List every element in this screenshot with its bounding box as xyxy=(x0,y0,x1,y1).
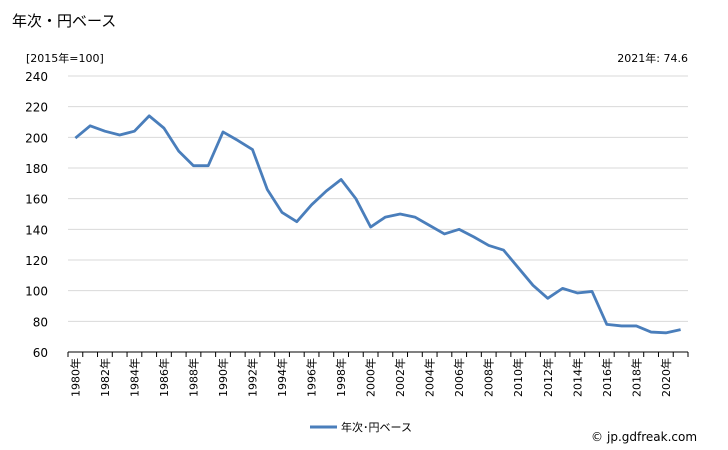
y-axis-ticks: 60 80 100 120 140 160 180 200 220 240 xyxy=(25,70,48,360)
site-credit-text: jp.gdfreak.com xyxy=(606,430,697,444)
x-tick-label: 1994年 xyxy=(275,358,289,397)
legend: 年次･円ベース xyxy=(310,420,412,434)
copyright-icon: © xyxy=(591,430,603,444)
x-tick-label: 1984年 xyxy=(127,358,141,397)
series-layer xyxy=(74,114,681,335)
x-tick-label: 2020年 xyxy=(659,358,673,397)
chart-title: 年次・円ベース xyxy=(12,12,116,30)
x-tick-label: 1992年 xyxy=(246,358,260,397)
x-tick-label: 1990年 xyxy=(216,358,230,397)
series-line xyxy=(74,114,681,335)
x-axis-ticks: 1980年 1982年 1984年 1986年 1988年 1990年 1992年 1994年… xyxy=(67,352,689,397)
x-tick-label: 2004年 xyxy=(423,358,437,397)
x-tick-label: 1988年 xyxy=(186,358,200,397)
x-tick-label: 2012年 xyxy=(541,358,555,397)
x-tick-label: 2016年 xyxy=(600,358,614,397)
x-tick-label: 1996年 xyxy=(305,358,319,397)
y-tick-label: 180 xyxy=(25,162,48,176)
y-tick-label: 100 xyxy=(25,285,48,299)
x-tick-label: 2006年 xyxy=(452,358,466,397)
y-tick-label: 160 xyxy=(25,193,48,207)
site-credit: © jp.gdfreak.com xyxy=(591,430,697,444)
x-tick-label: 1980年 xyxy=(68,358,82,397)
x-tick-label: 2000年 xyxy=(364,358,378,397)
legend-label: 年次･円ベース xyxy=(341,420,412,434)
x-tick-label: 2008年 xyxy=(482,358,496,397)
y-tick-label: 240 xyxy=(25,70,48,84)
y-tick-label: 140 xyxy=(25,223,48,237)
y-tick-label: 220 xyxy=(25,101,48,115)
y-tick-label: 120 xyxy=(25,254,48,268)
y-tick-label: 60 xyxy=(33,346,48,360)
x-tick-label: 1982年 xyxy=(98,358,112,397)
y-axis-unit-label: [2015年=100] xyxy=(26,51,104,65)
latest-value-annotation: 2021年: 74.6 xyxy=(617,51,688,65)
x-tick-label: 2018年 xyxy=(629,358,643,397)
x-tick-label: 2010年 xyxy=(511,358,525,397)
x-tick-label: 2014年 xyxy=(570,358,584,397)
y-tick-label: 80 xyxy=(33,315,48,329)
x-tick-label: 2002年 xyxy=(393,358,407,397)
gridlines xyxy=(68,75,688,322)
x-tick-label: 1998年 xyxy=(334,358,348,397)
y-tick-label: 200 xyxy=(25,131,48,145)
x-tick-label: 1986年 xyxy=(157,358,171,397)
